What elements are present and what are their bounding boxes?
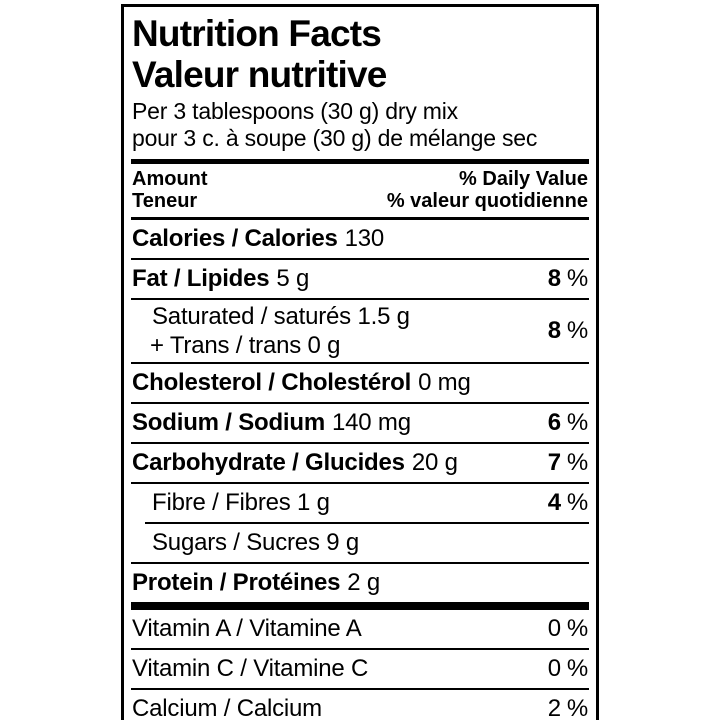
fat-name: Fat / Lipides (132, 265, 270, 292)
divider-medium (131, 217, 589, 220)
amount-label-french: Teneur (132, 190, 198, 212)
percent-sign: % (566, 489, 588, 516)
fat-daily-value: 8% (547, 265, 588, 292)
divider (131, 402, 589, 404)
row-protein: Protein / Protéines 2 g (131, 564, 589, 602)
percent-sign: % (566, 449, 588, 476)
row-carbohydrate: Carbohydrate / Glucides 20 g 7% (131, 444, 589, 482)
divider-indented (145, 522, 589, 524)
vitamin-c-daily-value: 0% (547, 655, 588, 682)
protein-name: Protein / Protéines (132, 569, 341, 596)
row-cholesterol: Cholesterol / Cholestérol 0 mg (131, 364, 589, 402)
title-english: Nutrition Facts (132, 13, 382, 54)
divider (131, 648, 589, 650)
sugars-text: Sugars / Sucres 9 g (152, 529, 359, 556)
divider (131, 562, 589, 564)
sodium-daily-value: 6% (547, 409, 588, 436)
saturated-fat-text: Saturated / saturés 1.5 g (152, 303, 410, 330)
row-calcium: Calcium / Calcium 2% (131, 690, 589, 720)
percent-sign: % (566, 265, 588, 292)
row-saturated-trans: Saturated / saturés 1.5 g + Trans / tran… (131, 300, 589, 362)
fibre-daily-value: 4% (547, 489, 588, 516)
carbohydrate-value: 20 g (411, 449, 458, 476)
daily-value-label-english: % Daily Value (459, 168, 588, 190)
column-header-row: Amount Teneur % Daily Value % valeur quo… (131, 164, 589, 217)
cholesterol-name: Cholesterol / Cholestérol (132, 369, 412, 396)
sodium-name: Sodium / Sodium (132, 409, 325, 436)
divider (131, 258, 589, 260)
divider (131, 688, 589, 690)
amount-column-header: Amount Teneur (132, 168, 208, 212)
protein-value: 2 g (347, 569, 381, 596)
fibre-text: Fibre / Fibres 1 g (152, 489, 330, 516)
row-vitamin-c: Vitamin C / Vitamine C 0% (131, 650, 589, 688)
row-calories: Calories / Calories 130 (131, 220, 589, 258)
calcium-name: Calcium / Calcium (132, 695, 322, 720)
percent-sign: % (566, 615, 588, 642)
row-sodium: Sodium / Sodium 140 mg 6% (131, 404, 589, 442)
percent-sign: % (566, 317, 588, 344)
amount-label-english: Amount (132, 168, 208, 190)
divider (131, 298, 589, 300)
row-fibre: Fibre / Fibres 1 g 4% (131, 484, 589, 522)
percent-sign: % (566, 695, 588, 720)
fat-value: 5 g (276, 265, 310, 292)
carbohydrate-name: Carbohydrate / Glucides (132, 449, 405, 476)
calories-name: Calories / Calories (132, 225, 338, 252)
saturated-daily-value: 8% (547, 317, 588, 344)
daily-value-label-french: % valeur quotidienne (386, 190, 588, 212)
calcium-daily-value: 2% (547, 695, 588, 720)
divider-extra-thick (131, 602, 589, 610)
serving-size-french: pour 3 c. à soupe (30 g) de mélange sec (132, 125, 538, 151)
daily-value-column-header: % Daily Value % valeur quotidienne (387, 168, 588, 212)
divider (131, 362, 589, 364)
percent-sign: % (566, 655, 588, 682)
title-french: Valeur nutritive (132, 54, 387, 95)
serving-size-english: Per 3 tablespoons (30 g) dry mix (132, 98, 458, 124)
calories-value: 130 (344, 225, 385, 252)
percent-sign: % (566, 409, 588, 436)
sodium-value: 140 mg (332, 409, 411, 436)
row-fat: Fat / Lipides 5 g 8% (131, 260, 589, 298)
carbohydrate-daily-value: 7% (547, 449, 588, 476)
row-sugars: Sugars / Sucres 9 g (131, 524, 589, 562)
divider-thick (131, 159, 589, 164)
trans-fat-text: + Trans / trans 0 g (150, 332, 341, 359)
vitamin-a-name: Vitamin A / Vitamine A (132, 615, 362, 642)
divider (131, 482, 589, 484)
vitamin-a-daily-value: 0% (547, 615, 588, 642)
label-header: Nutrition Facts Valeur nutritive Per 3 t… (131, 7, 589, 159)
cholesterol-value: 0 mg (418, 369, 471, 396)
nutrition-facts-label: Nutrition Facts Valeur nutritive Per 3 t… (121, 4, 599, 720)
row-vitamin-a: Vitamin A / Vitamine A 0% (131, 610, 589, 648)
vitamin-c-name: Vitamin C / Vitamine C (132, 655, 369, 682)
divider (131, 442, 589, 444)
